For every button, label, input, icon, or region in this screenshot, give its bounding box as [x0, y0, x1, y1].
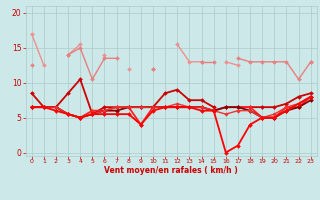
X-axis label: Vent moyen/en rafales ( km/h ): Vent moyen/en rafales ( km/h )	[104, 166, 238, 175]
